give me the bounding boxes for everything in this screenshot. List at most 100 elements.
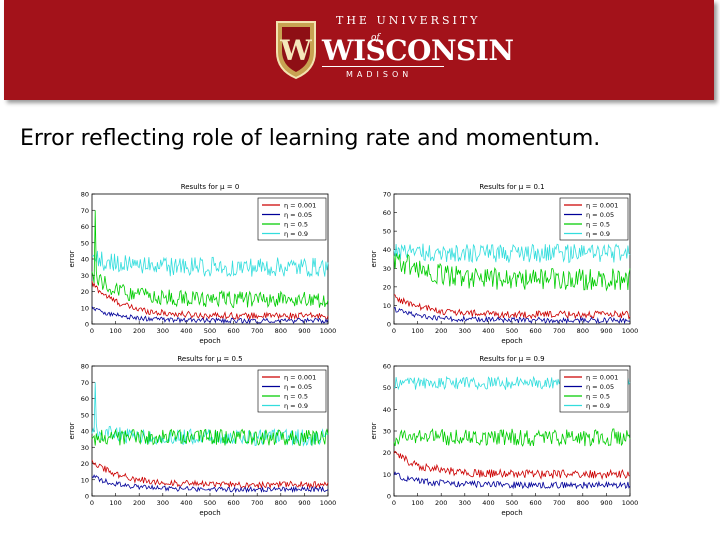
slide-title: Error reflecting role of learning rate a… [20, 126, 601, 151]
legend-entry: η = 0.9 [284, 230, 308, 238]
y-tick-label: 70 [81, 379, 89, 387]
series-line [393, 243, 631, 264]
x-axis-label: epoch [501, 509, 522, 517]
x-tick-label: 200 [133, 499, 145, 507]
x-tick-label: 1000 [320, 327, 336, 335]
y-tick-label: 0 [85, 321, 89, 329]
y-tick-label: 60 [383, 363, 391, 371]
y-tick-label: 70 [383, 191, 391, 199]
chart-title: Results for μ = 0.1 [479, 183, 544, 191]
x-tick-label: 400 [482, 327, 494, 335]
x-tick-label: 1000 [622, 327, 638, 335]
x-tick-label: 0 [90, 327, 94, 335]
y-tick-label: 30 [81, 272, 89, 280]
x-tick-label: 300 [459, 327, 471, 335]
legend-entry: η = 0.5 [284, 393, 308, 401]
x-tick-label: 100 [411, 499, 423, 507]
x-axis-label: epoch [199, 337, 220, 345]
x-tick-label: 900 [298, 327, 310, 335]
series-line [91, 382, 329, 447]
y-tick-label: 0 [85, 493, 89, 501]
legend-entry: η = 0.05 [284, 211, 312, 219]
x-axis-label: epoch [199, 509, 220, 517]
university-of: of [371, 33, 380, 43]
legend-entry: η = 0.001 [586, 202, 618, 210]
y-tick-label: 30 [81, 444, 89, 452]
series-line [91, 280, 329, 321]
series-line [91, 250, 329, 278]
banner-divider [322, 66, 444, 67]
y-tick-label: 50 [383, 228, 391, 236]
legend-entry: η = 0.001 [284, 202, 316, 210]
series-line [393, 253, 631, 292]
chart-mu-0.9: Results for μ = 0.90 100 200 300 400 500 600 70… [370, 355, 638, 517]
x-tick-label: 300 [157, 499, 169, 507]
series-line [91, 428, 329, 447]
y-axis-label: error [370, 250, 378, 267]
y-tick-label: 20 [383, 283, 391, 291]
x-tick-label: 500 [506, 499, 518, 507]
series-line [91, 210, 329, 309]
y-tick-label: 20 [81, 288, 89, 296]
campus-label: MADISON [346, 70, 413, 79]
x-tick-label: 100 [411, 327, 423, 335]
y-tick-label: 40 [383, 406, 391, 414]
x-tick-label: 400 [180, 499, 192, 507]
y-tick-label: 0 [387, 321, 391, 329]
series-line [393, 294, 631, 320]
x-tick-label: 800 [275, 499, 287, 507]
y-tick-label: 10 [383, 302, 391, 310]
legend-entry: η = 0.5 [586, 221, 610, 229]
chart-mu-0: Results for μ = 00 100 200 300 400 500 600 700 8… [68, 183, 336, 345]
university-banner: W THE UNIVERSITY of WISCONSIN MADISON [4, 0, 714, 100]
x-tick-label: 800 [577, 327, 589, 335]
crest-icon: W [276, 21, 316, 80]
x-tick-label: 200 [133, 327, 145, 335]
x-tick-label: 600 [529, 499, 541, 507]
x-tick-label: 900 [600, 327, 612, 335]
y-tick-label: 50 [81, 239, 89, 247]
y-axis-label: error [370, 422, 378, 439]
x-tick-label: 1000 [320, 499, 336, 507]
x-tick-label: 500 [204, 499, 216, 507]
series-line [91, 306, 329, 325]
legend-entry: η = 0.05 [586, 211, 614, 219]
y-tick-label: 60 [81, 395, 89, 403]
legend-entry: η = 0.001 [284, 374, 316, 382]
x-tick-label: 200 [435, 327, 447, 335]
x-tick-label: 600 [529, 327, 541, 335]
legend-entry: η = 0.9 [586, 230, 610, 238]
series-line [393, 471, 631, 490]
y-tick-label: 80 [81, 363, 89, 371]
series-line [91, 474, 329, 494]
x-tick-label: 600 [227, 327, 239, 335]
y-tick-label: 70 [81, 207, 89, 215]
x-tick-label: 500 [204, 327, 216, 335]
chart-title: Results for μ = 0.9 [479, 355, 544, 363]
x-tick-label: 700 [251, 327, 263, 335]
x-tick-label: 300 [459, 499, 471, 507]
x-tick-label: 100 [109, 327, 121, 335]
y-tick-label: 40 [81, 428, 89, 436]
series-line [393, 428, 631, 447]
legend-entry: η = 0.001 [586, 374, 618, 382]
y-tick-label: 30 [383, 265, 391, 273]
university-name: WISCONSIN [322, 34, 514, 67]
y-axis-label: error [68, 422, 76, 439]
y-tick-label: 60 [383, 209, 391, 217]
x-tick-label: 700 [553, 327, 565, 335]
chart-mu-0.1: Results for μ = 0.1 0 100 200 300 400 500 600 70… [370, 183, 638, 345]
x-tick-label: 900 [600, 499, 612, 507]
x-tick-label: 400 [482, 499, 494, 507]
x-axis-label: epoch [501, 337, 522, 345]
y-tick-label: 60 [81, 223, 89, 231]
crest-letter: W [279, 34, 312, 67]
x-tick-label: 500 [506, 327, 518, 335]
y-tick-label: 50 [383, 384, 391, 392]
legend-entry: η = 0.05 [586, 383, 614, 391]
x-tick-label: 1000 [622, 499, 638, 507]
y-tick-label: 0 [387, 493, 391, 501]
x-tick-label: 0 [90, 499, 94, 507]
x-tick-label: 300 [157, 327, 169, 335]
y-tick-label: 80 [81, 191, 89, 199]
